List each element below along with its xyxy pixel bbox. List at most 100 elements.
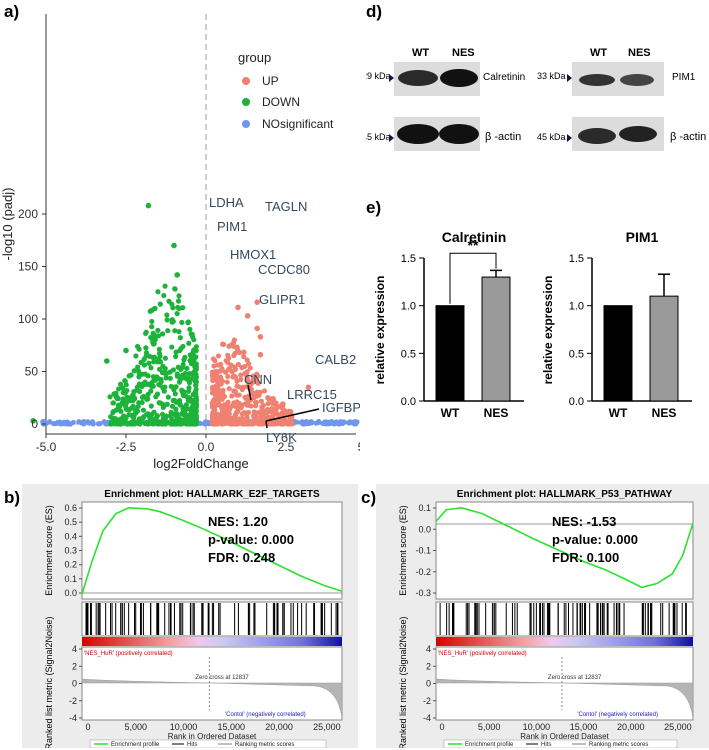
point-down bbox=[173, 406, 179, 412]
point-down bbox=[179, 319, 185, 325]
gsea-xtick-label: 15,000 bbox=[570, 722, 598, 732]
point-down bbox=[181, 392, 187, 399]
legend-hits: Hits bbox=[541, 742, 551, 748]
point-down bbox=[150, 374, 156, 380]
point-up bbox=[255, 373, 261, 379]
point-down bbox=[150, 339, 156, 345]
point-down bbox=[126, 407, 132, 413]
volcano-ytick-label: 0 bbox=[31, 417, 38, 431]
point-down bbox=[181, 375, 188, 381]
point-down bbox=[124, 421, 130, 427]
point-up bbox=[228, 342, 234, 349]
point-up bbox=[254, 299, 260, 306]
point-down bbox=[134, 384, 141, 390]
point-up bbox=[261, 410, 267, 416]
volcano-plot: 0 50 100 150 200 -5.0 -2.5 0.0 2.5 5.0 log2FoldC… bbox=[0, 14, 360, 471]
positive-correlation-label: 'NES_HuR' (positively correlated) bbox=[84, 651, 173, 657]
point-up bbox=[225, 373, 231, 380]
rank-tick-label: -2 bbox=[69, 696, 77, 706]
point-down bbox=[156, 400, 162, 406]
rank-tick-label: -4 bbox=[69, 713, 77, 723]
rank-tick-label: 0 bbox=[72, 679, 77, 689]
bar-ytick-label: 0.5 bbox=[569, 348, 584, 360]
volcano-xtick-label: -5.0 bbox=[36, 440, 57, 454]
es-tick-label: -0.2 bbox=[415, 567, 431, 577]
point-down bbox=[146, 360, 152, 366]
western-blots: WT NES 29 kDa Calretinin 45 kDa β -actin… bbox=[366, 47, 706, 151]
point-down bbox=[166, 298, 172, 304]
gene-label-tagln: TAGLN bbox=[265, 199, 307, 214]
point-down bbox=[118, 408, 124, 414]
volcano-xtick-label: 2.5 bbox=[278, 440, 295, 454]
point-down bbox=[142, 371, 148, 377]
point-up bbox=[275, 404, 282, 410]
point-down bbox=[180, 343, 186, 350]
point-down bbox=[173, 353, 179, 360]
point-down bbox=[192, 348, 199, 354]
volcano-ytick-label: 100 bbox=[18, 312, 38, 326]
point-up bbox=[214, 378, 220, 384]
point-down bbox=[143, 345, 149, 351]
point-down bbox=[192, 392, 199, 398]
point-down bbox=[185, 388, 192, 394]
kda-actin-2: 45 kDa bbox=[537, 132, 566, 142]
fdr-value: FDR: 0.100 bbox=[552, 550, 619, 565]
gene-label-cnn: CNN bbox=[244, 372, 272, 387]
point-up bbox=[257, 334, 264, 340]
gsea-title: Enrichment plot: HALLMARK_P53_PATHWAY bbox=[457, 489, 673, 500]
point-up bbox=[210, 402, 216, 409]
negative-correlation-label: 'Contol' (negatively correlated) bbox=[577, 712, 658, 718]
legend-label-up: UP bbox=[262, 74, 279, 88]
point-down bbox=[114, 394, 120, 400]
gene-label-pim1: PIM1 bbox=[217, 219, 247, 234]
point-down bbox=[173, 419, 179, 425]
point-down bbox=[122, 390, 128, 396]
point-down bbox=[188, 361, 195, 367]
point-up bbox=[226, 414, 232, 420]
panel-label-a: a) bbox=[4, 2, 20, 21]
gsea-title: Enrichment plot: HALLMARK_E2F_TARGETS bbox=[104, 489, 320, 500]
point-down bbox=[171, 411, 177, 417]
point-down bbox=[170, 367, 177, 373]
point-up bbox=[217, 368, 223, 374]
point-up bbox=[239, 411, 245, 417]
legend-ranking-metric: Ranking metric scores bbox=[235, 742, 294, 748]
point-up bbox=[215, 386, 221, 392]
point-down bbox=[156, 356, 162, 362]
band-actin-nes-1 bbox=[439, 124, 479, 144]
point-nosig bbox=[352, 420, 358, 426]
point-up bbox=[220, 341, 227, 347]
point-up bbox=[211, 363, 217, 369]
point-down bbox=[139, 394, 146, 401]
point-up bbox=[288, 417, 294, 423]
point-down bbox=[149, 318, 155, 325]
point-down bbox=[121, 396, 127, 402]
point-down bbox=[171, 242, 177, 249]
kda-actin-1: 45 kDa bbox=[366, 132, 391, 142]
point-up bbox=[242, 421, 248, 427]
point-up bbox=[214, 394, 220, 401]
point-up bbox=[265, 394, 271, 401]
gene-label-glipr1: GLIPR1 bbox=[259, 292, 305, 307]
kda-pim1: 33 kDa bbox=[537, 71, 566, 81]
point-down bbox=[132, 395, 138, 402]
point-up bbox=[210, 385, 217, 391]
gene-label-hmox1: HMOX1 bbox=[230, 247, 276, 262]
point-down bbox=[155, 376, 161, 382]
point-down bbox=[167, 375, 173, 381]
legend-label-nosig: NOsignificant bbox=[262, 117, 334, 131]
rank-axis-label: Ranked list metric (Signal2Noise) bbox=[398, 616, 408, 748]
legend-title: group bbox=[238, 50, 271, 65]
point-nosig bbox=[54, 420, 60, 427]
point-down bbox=[191, 353, 197, 359]
point-up bbox=[239, 365, 245, 371]
bar-chart-pim1: PIM1 relative expression 0.0 0.5 1.0 1.5 WT NES bbox=[541, 229, 692, 420]
point-down bbox=[182, 354, 188, 360]
legend-label-down: DOWN bbox=[262, 95, 300, 109]
point-up bbox=[280, 401, 286, 407]
point-down bbox=[149, 411, 155, 418]
legend-marker-up bbox=[242, 77, 250, 85]
point-down bbox=[172, 391, 178, 397]
lane-nes-calretinin: NES bbox=[452, 47, 475, 59]
point-down bbox=[128, 420, 135, 426]
